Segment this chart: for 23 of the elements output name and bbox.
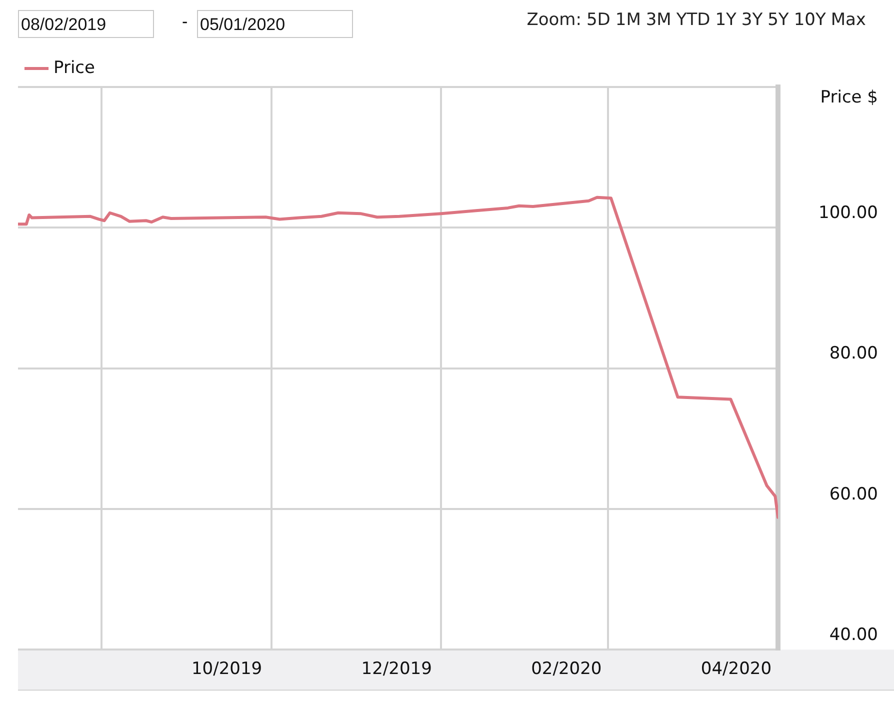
text: 5Y [768, 10, 789, 30]
x-tick-label: 04/2020 [700, 659, 772, 680]
y-tick-label: 80.00 [829, 344, 878, 364]
text: 3Y [741, 10, 763, 30]
x-tick-label: 12/2019 [361, 659, 432, 680]
y-axis-title: Price $ [820, 87, 878, 108]
text: 08/02/2019 [18, 10, 154, 38]
legend-label: Price [54, 58, 95, 78]
text: - [182, 12, 188, 32]
text: YTD [676, 10, 710, 30]
text: 1M [615, 10, 641, 30]
text: 05/01/2020 [197, 10, 353, 38]
text: 1Y [715, 10, 736, 30]
text: Max [830, 10, 866, 30]
text: 3M [646, 10, 672, 30]
y-tick-label: 40.00 [829, 625, 878, 646]
text: 10Y [794, 10, 826, 30]
x-tick-label: 02/2020 [531, 659, 602, 680]
text: 5D [586, 10, 610, 30]
y-tick-label: 100.00 [818, 203, 878, 224]
text: Zoom: [526, 10, 582, 30]
x-tick-label: 10/2019 [191, 659, 262, 680]
y-tick-label: 60.00 [829, 484, 878, 504]
